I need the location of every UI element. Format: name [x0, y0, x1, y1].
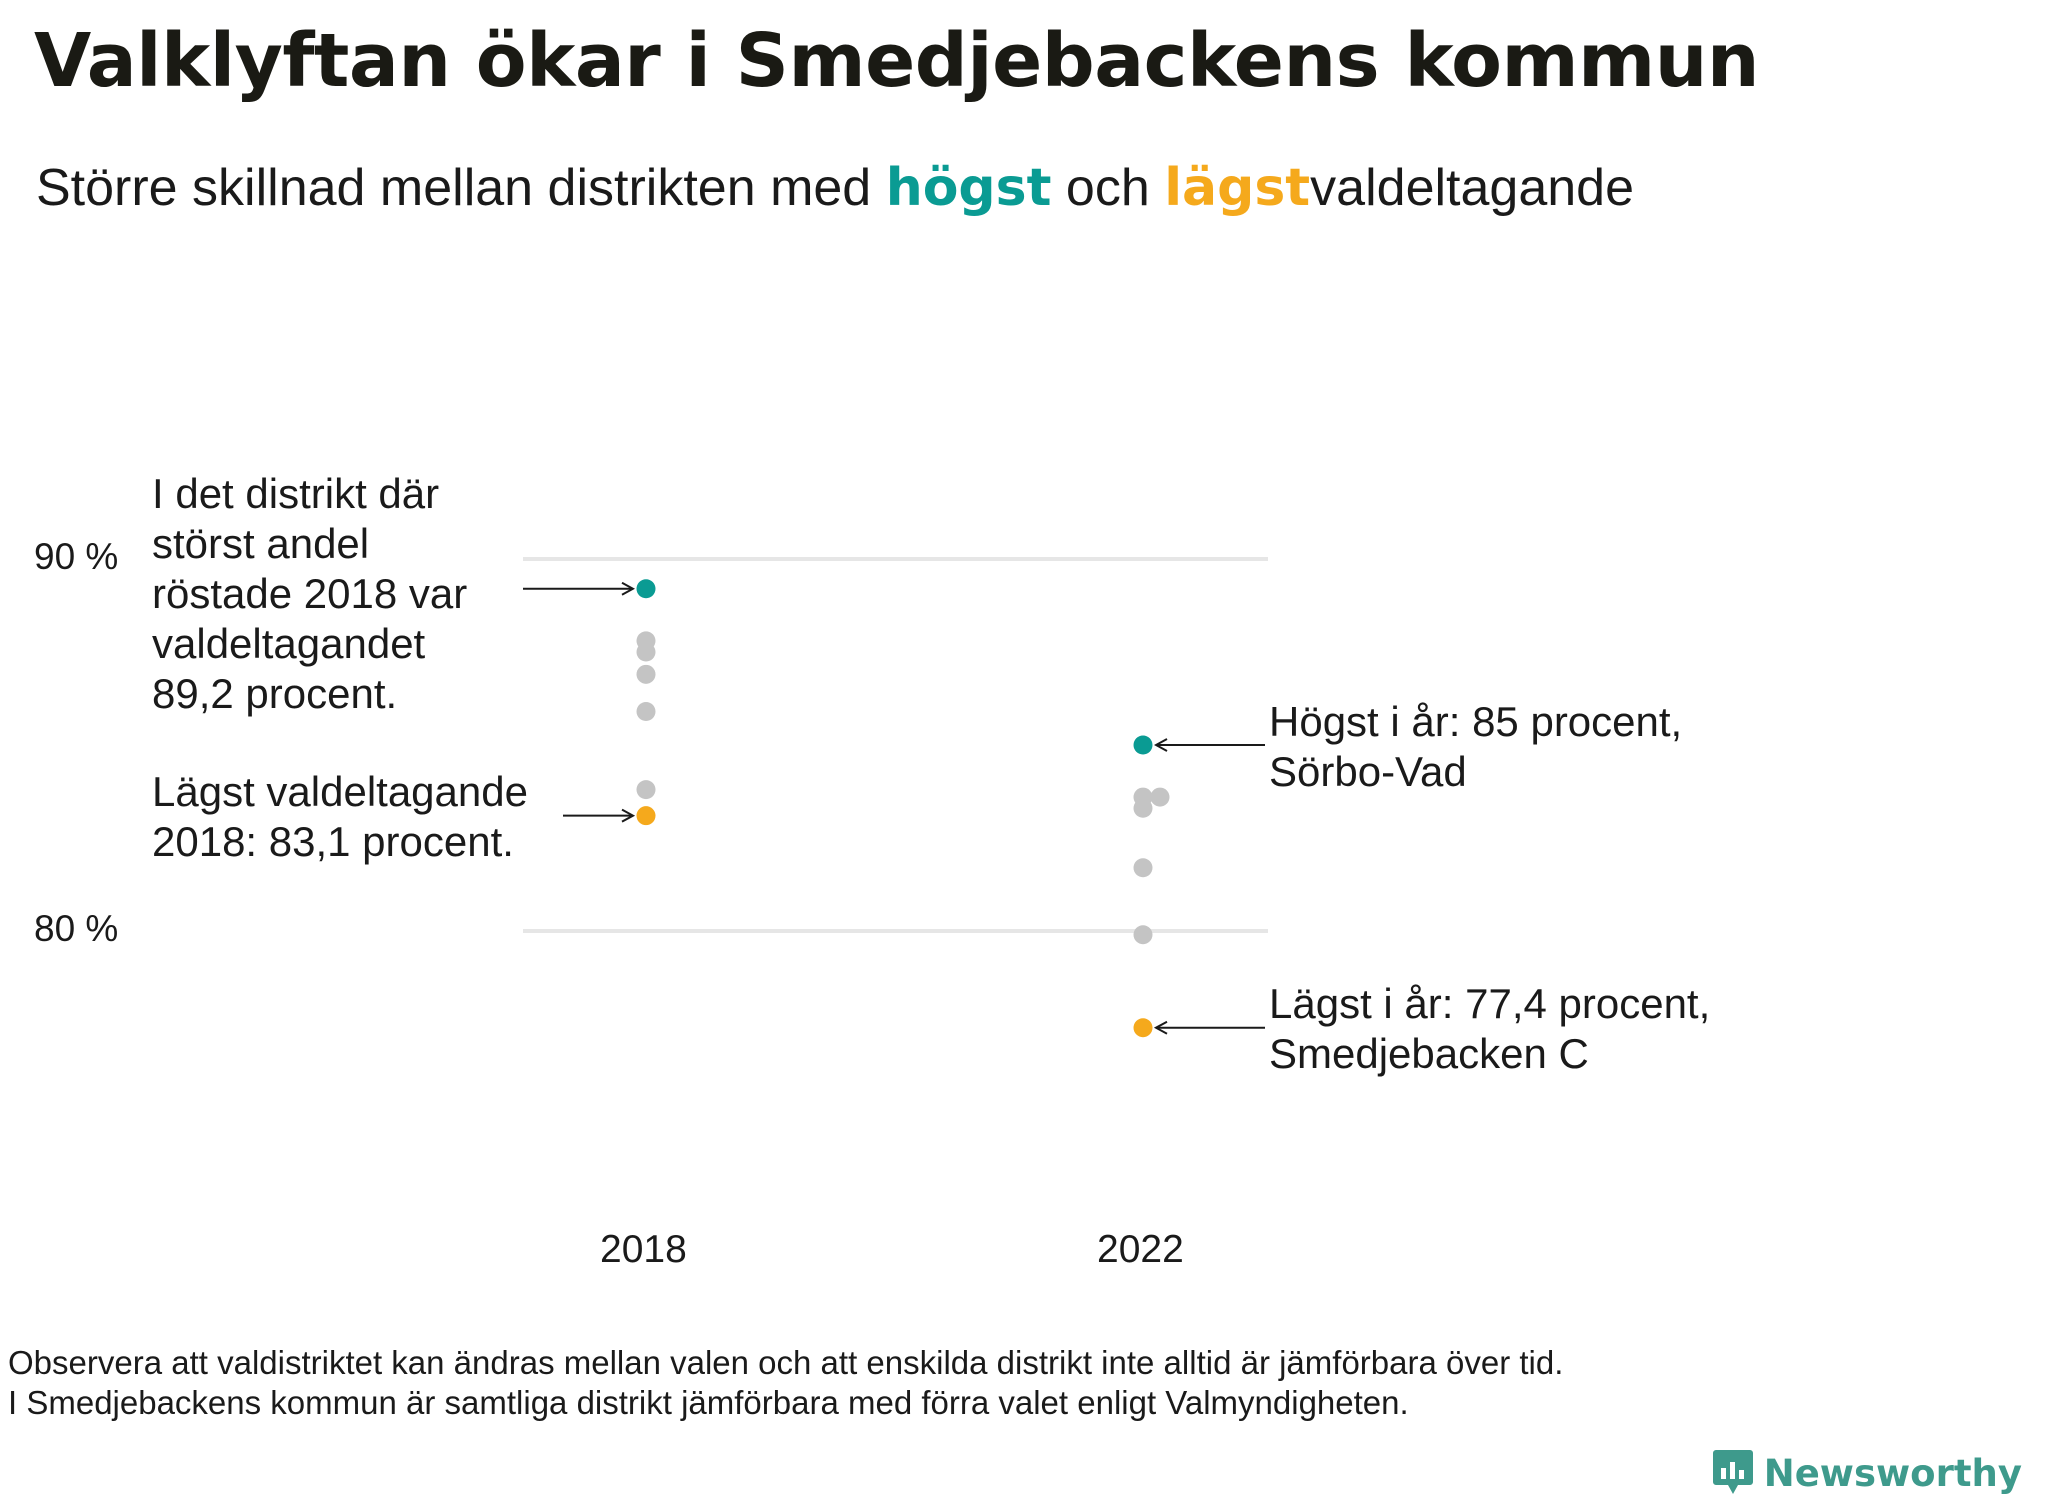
data-point-other: [636, 780, 656, 800]
data-point-lowest: [1133, 1018, 1153, 1038]
annotation-line: valdeltagandet: [152, 620, 426, 667]
footnote: Observera att valdistriktet kan ändras m…: [8, 1343, 1563, 1423]
annotation-high-2022: Högst i år: 85 procent, Sörbo-Vad: [1269, 697, 1682, 797]
annotation-line: 89,2 procent.: [152, 670, 398, 717]
data-point-other: [1133, 858, 1153, 878]
subtitle-text-mid: och: [1065, 159, 1150, 217]
x-tick-label: 2022: [1097, 1228, 1184, 1271]
annotation-line: störst andel: [152, 520, 370, 567]
subtitle-text-end: valdeltagande: [1310, 159, 1635, 217]
brand-name: Newsworthy: [1763, 1451, 2022, 1495]
annotation-line: Smedjebacken C: [1269, 1030, 1589, 1077]
data-point-other: [636, 664, 656, 684]
annotation-line: Högst i år: 85 procent,: [1269, 698, 1683, 745]
footnote-line: I Smedjebackens kommun är samtliga distr…: [8, 1384, 1409, 1421]
chart-speech-bubble-icon: [1712, 1450, 1753, 1494]
data-point-other: [636, 642, 656, 662]
data-points: [636, 579, 1170, 1038]
data-point-highest: [1133, 735, 1153, 755]
annotation-low-2018: Lägst valdeltagande 2018: 83,1 procent.: [152, 767, 528, 867]
annotation-line: 2018: 83,1 procent.: [152, 818, 514, 865]
annotation-line: I det distrikt där: [152, 470, 440, 517]
annotation-line: röstade 2018 var: [152, 570, 468, 617]
annotation-line: Sörbo-Vad: [1269, 748, 1467, 795]
data-point-other: [1133, 925, 1153, 945]
subtitle-highlight-high: högst: [885, 158, 1052, 218]
dot-plot: [523, 557, 1268, 1038]
annotation-line: Lägst valdeltagande: [152, 768, 528, 815]
annotation-low-2022: Lägst i år: 77,4 procent, Smedjebacken C: [1269, 979, 1710, 1079]
annotation-line: Lägst i år: 77,4 procent,: [1269, 980, 1711, 1027]
data-point-other: [1133, 798, 1153, 818]
x-tick-label: 2018: [600, 1228, 687, 1271]
footnote-line: Observera att valdistriktet kan ändras m…: [8, 1344, 1564, 1381]
data-point-other: [1150, 787, 1170, 807]
data-point-other: [636, 702, 656, 722]
subtitle-highlight-low: lägst: [1164, 158, 1311, 218]
data-point-lowest: [636, 806, 656, 826]
chart-title: Valklyftan ökar i Smedjebackens kommun: [34, 18, 1760, 104]
brand-logo: Newsworthy: [1712, 1448, 2022, 1498]
y-tick-label: 80 %: [34, 908, 119, 949]
y-tick-label: 90 %: [34, 536, 119, 577]
data-point-highest: [636, 579, 656, 599]
subtitle-text-start: Större skillnad mellan distrikten med: [36, 159, 872, 217]
chart-subtitle: Större skillnad mellan distrikten med hö…: [36, 158, 1634, 218]
annotation-high-2018: I det distrikt där störst andel röstade …: [152, 469, 467, 719]
annotation-arrows: [523, 589, 1265, 1028]
